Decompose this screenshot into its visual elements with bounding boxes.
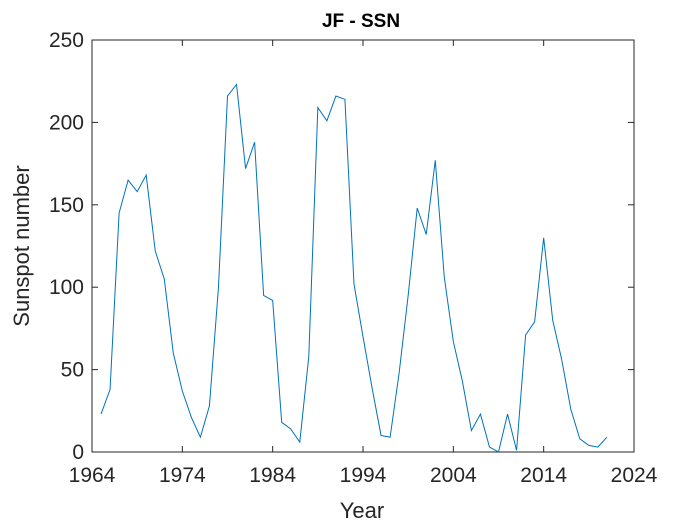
y-axis-label: Sunspot number <box>9 165 34 326</box>
x-tick-labels: 1964 1974 1984 1994 2004 2014 2024 <box>69 464 658 487</box>
tick-marks <box>91 39 635 453</box>
x-axis-label: Year <box>340 498 384 523</box>
x-tick-label: 1964 <box>69 464 116 487</box>
y-tick-label: 150 <box>49 194 84 217</box>
y-tick-label: 50 <box>61 359 84 382</box>
x-tick-label: 2024 <box>611 464 658 487</box>
x-tick-label: 1984 <box>249 464 296 487</box>
y-tick-label: 250 <box>49 29 84 52</box>
x-tick-label: 2014 <box>520 464 567 487</box>
y-tick-label: 100 <box>49 276 84 299</box>
y-tick-label: 200 <box>49 111 84 134</box>
plot-frame <box>91 39 635 453</box>
y-tick-labels: 0 50 100 150 200 250 <box>49 29 84 464</box>
x-tick-label: 1974 <box>159 464 206 487</box>
series-line <box>100 83 608 453</box>
x-tick-label: 1994 <box>340 464 387 487</box>
y-tick-label: 0 <box>72 441 84 464</box>
x-tick-label: 2004 <box>430 464 477 487</box>
plot-area <box>91 39 635 453</box>
chart-title: JF - SSN <box>322 11 400 32</box>
